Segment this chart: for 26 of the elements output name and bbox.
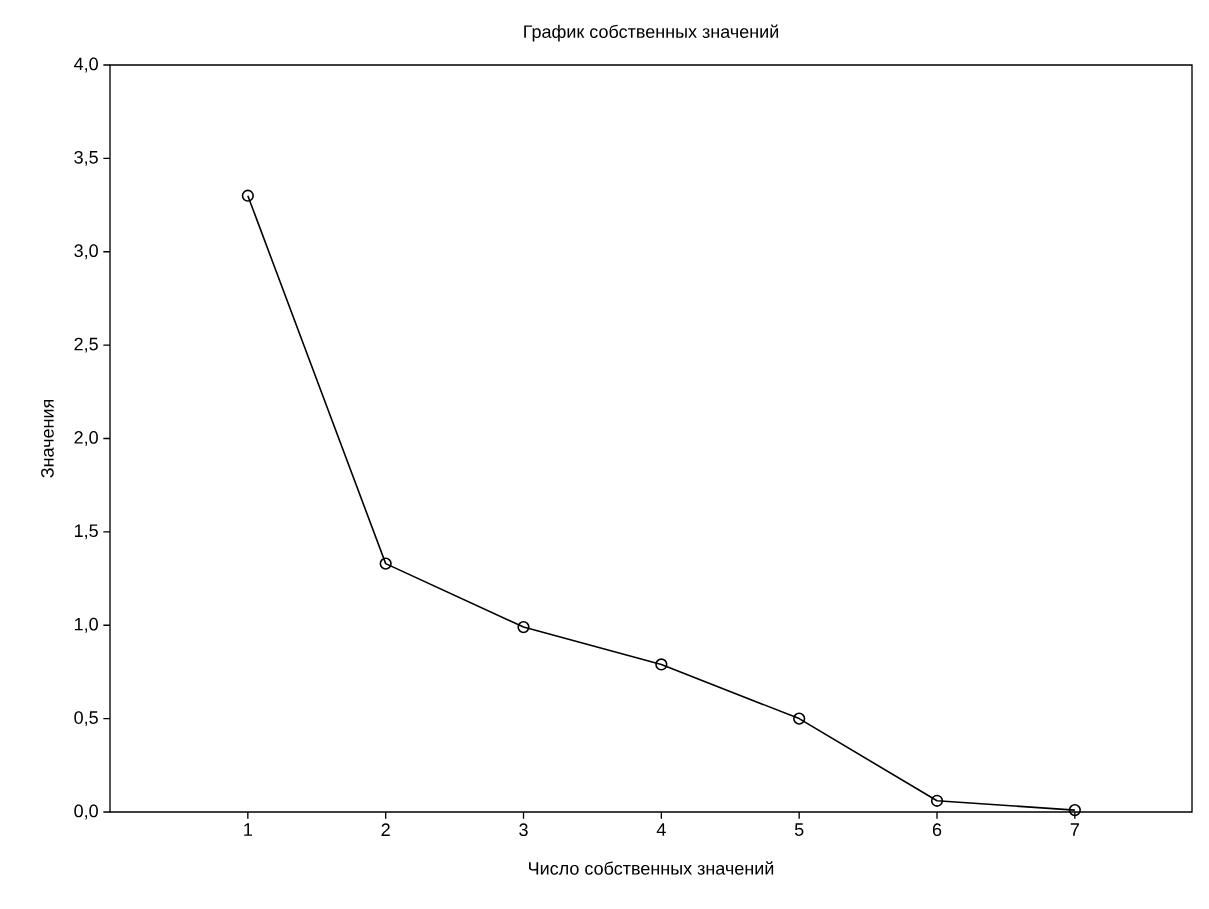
y-tick-label: 1,0 [74,617,98,633]
x-tick-label: 4 [656,823,666,836]
y-tick-label: 3,0 [74,244,98,260]
y-tick-label: 4,0 [74,57,98,73]
x-tick-label: 3 [519,823,528,837]
y-tick-label: 0,0 [74,804,98,820]
x-tick-label: 7 [1070,823,1079,836]
point [655,658,668,671]
point [241,189,254,202]
point [517,620,530,634]
point [930,794,944,807]
y-tick-label: 0,5 [74,711,98,727]
y-tick-label: 2,0 [74,431,98,446]
x-tick-label: 1 [244,823,252,836]
x-axis-title: Число собственных значений [529,861,774,875]
chart-title: График собственных значений [524,24,779,42]
x-tick-label: 5 [794,823,804,836]
x-tick-label: 2 [381,823,390,836]
y-axis-title: Значения [41,399,54,478]
point [1068,803,1081,817]
point [793,712,806,725]
y-tick-label: 1,5 [74,524,98,540]
x-tick-label: 6 [932,823,942,837]
point [379,557,392,570]
y-tick-label: 3,5 [74,150,98,166]
y-tick-label: 2,5 [74,337,98,353]
